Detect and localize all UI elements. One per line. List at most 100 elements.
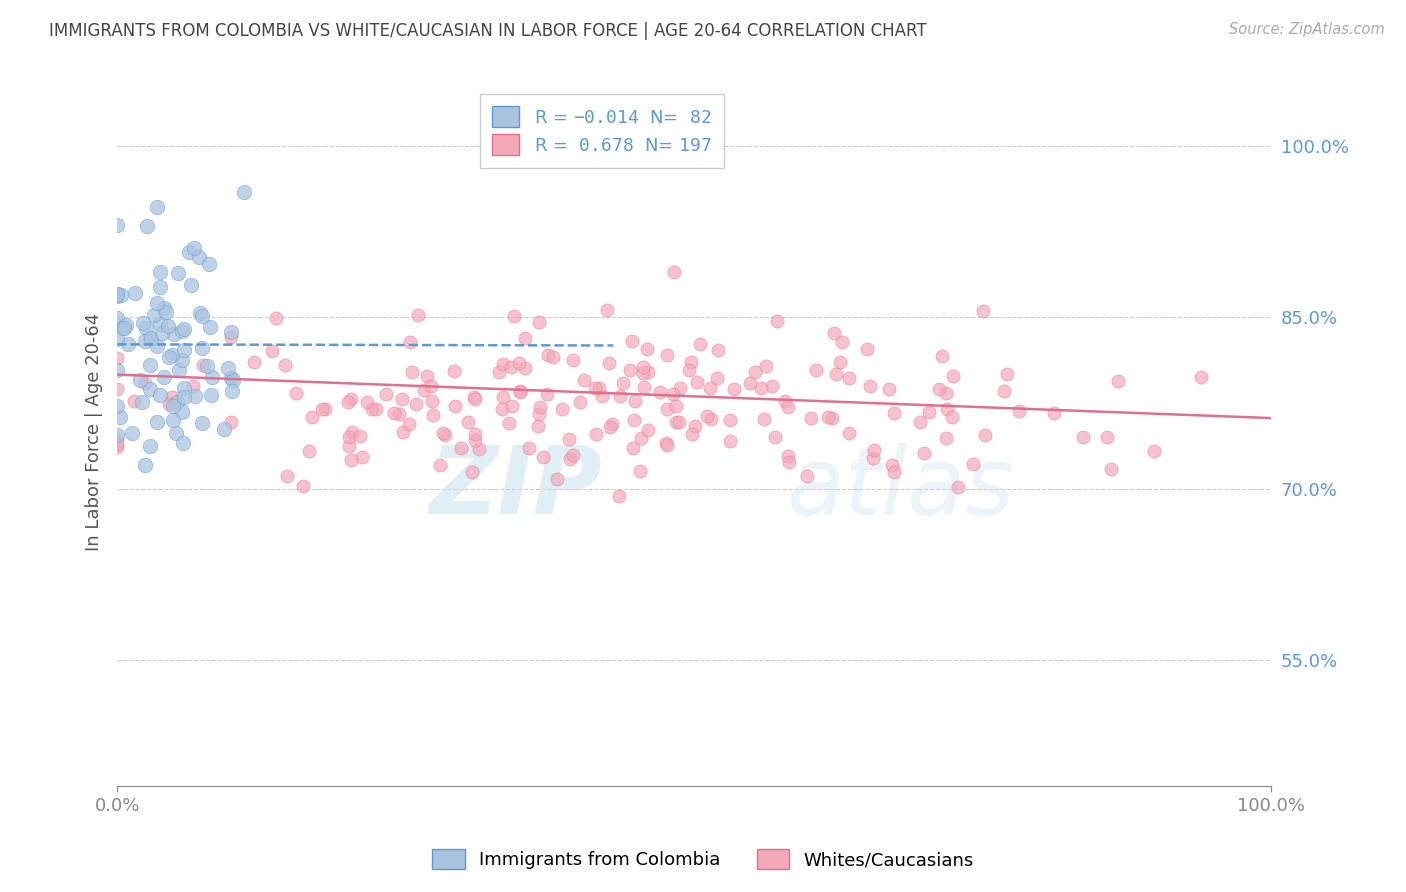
Point	[821, 410, 844, 425]
Point	[173, 343, 195, 357]
Point	[173, 322, 195, 336]
Point	[628, 464, 651, 478]
Point	[405, 396, 427, 410]
Point	[796, 468, 818, 483]
Point	[117, 336, 139, 351]
Point	[527, 315, 550, 329]
Point	[738, 376, 761, 391]
Point	[1007, 404, 1029, 418]
Point	[170, 353, 193, 368]
Point	[105, 428, 128, 442]
Point	[681, 426, 703, 441]
Point	[374, 387, 396, 401]
Point	[187, 251, 209, 265]
Point	[931, 349, 953, 363]
Point	[292, 479, 315, 493]
Point	[503, 309, 526, 323]
Point	[145, 415, 167, 429]
Point	[222, 373, 245, 387]
Point	[232, 185, 254, 199]
Point	[173, 381, 195, 395]
Point	[633, 366, 655, 380]
Point	[121, 426, 143, 441]
Point	[962, 457, 984, 471]
Point	[406, 308, 429, 322]
Point	[219, 371, 242, 385]
Point	[153, 301, 176, 315]
Point	[110, 287, 132, 301]
Point	[936, 401, 959, 416]
Point	[838, 425, 860, 440]
Point	[429, 458, 451, 472]
Point	[501, 399, 523, 413]
Point	[527, 419, 550, 434]
Point	[623, 413, 645, 427]
Point	[488, 365, 510, 379]
Point	[114, 320, 136, 334]
Point	[620, 334, 643, 349]
Point	[197, 257, 219, 271]
Point	[432, 426, 454, 441]
Point	[191, 341, 214, 355]
Point	[443, 364, 465, 378]
Point	[464, 433, 486, 447]
Point	[434, 428, 457, 442]
Point	[974, 427, 997, 442]
Point	[314, 401, 336, 416]
Point	[391, 392, 413, 406]
Point	[558, 433, 581, 447]
Point	[157, 397, 180, 411]
Point	[156, 319, 179, 334]
Point	[513, 361, 536, 376]
Point	[162, 413, 184, 427]
Point	[621, 441, 644, 455]
Point	[136, 219, 159, 233]
Point	[995, 367, 1018, 381]
Point	[883, 465, 905, 479]
Point	[501, 360, 523, 375]
Legend: Immigrants from Colombia, Whites/Caucasians: Immigrants from Colombia, Whites/Caucasi…	[423, 839, 983, 879]
Point	[1143, 444, 1166, 458]
Point	[463, 390, 485, 404]
Point	[134, 458, 156, 472]
Point	[718, 413, 741, 427]
Point	[574, 373, 596, 387]
Point	[529, 400, 551, 414]
Point	[558, 452, 581, 467]
Point	[198, 320, 221, 334]
Point	[165, 426, 187, 441]
Point	[212, 422, 235, 436]
Point	[877, 382, 900, 396]
Point	[650, 384, 672, 399]
Point	[683, 418, 706, 433]
Point	[624, 393, 647, 408]
Point	[420, 393, 443, 408]
Point	[856, 343, 879, 357]
Point	[689, 336, 711, 351]
Text: atlas: atlas	[786, 443, 1015, 534]
Point	[191, 309, 214, 323]
Text: Source: ZipAtlas.com: Source: ZipAtlas.com	[1229, 22, 1385, 37]
Point	[935, 386, 957, 401]
Point	[340, 425, 363, 439]
Point	[918, 405, 941, 419]
Point	[993, 384, 1015, 398]
Point	[360, 402, 382, 417]
Point	[561, 352, 583, 367]
Point	[134, 334, 156, 348]
Point	[105, 382, 128, 396]
Point	[1043, 406, 1066, 420]
Point	[150, 326, 173, 340]
Point	[804, 363, 827, 377]
Point	[115, 318, 138, 332]
Point	[664, 265, 686, 279]
Text: IMMIGRANTS FROM COLOMBIA VS WHITE/CAUCASIAN IN LABOR FORCE | AGE 20-64 CORRELATI: IMMIGRANTS FROM COLOMBIA VS WHITE/CAUCAS…	[49, 22, 927, 40]
Point	[706, 343, 728, 357]
Point	[134, 376, 156, 390]
Point	[105, 351, 128, 366]
Point	[531, 450, 554, 464]
Point	[509, 385, 531, 400]
Point	[124, 286, 146, 301]
Point	[1107, 374, 1129, 388]
Point	[665, 416, 688, 430]
